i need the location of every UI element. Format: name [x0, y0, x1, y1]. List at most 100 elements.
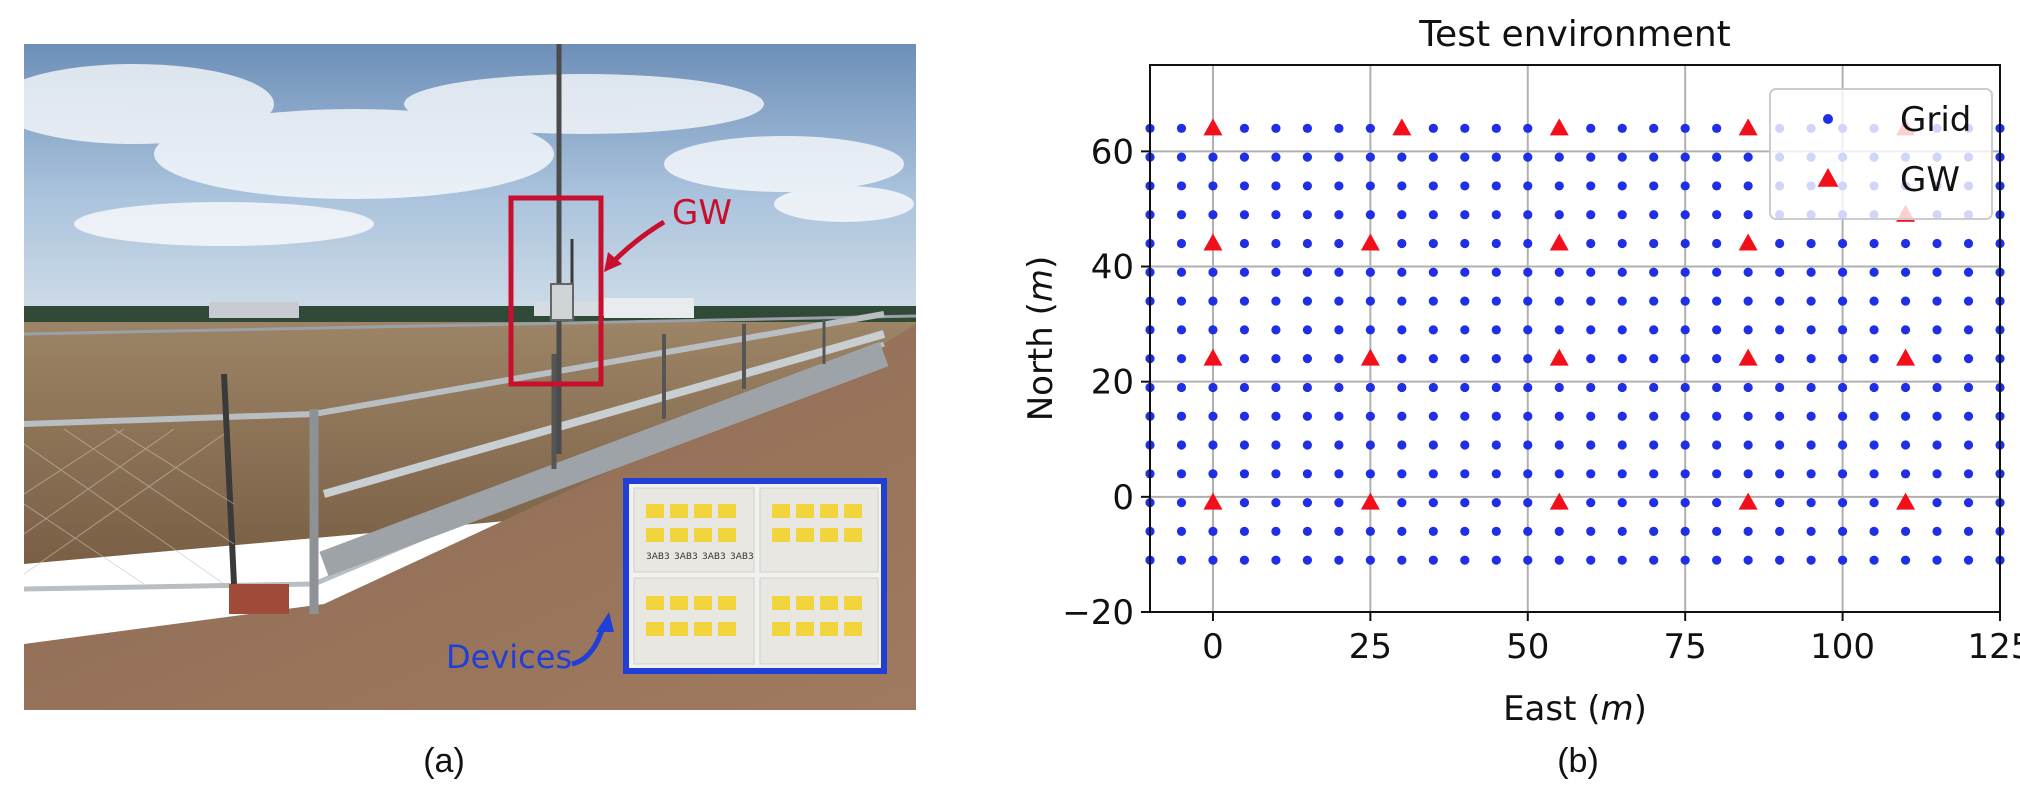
- grid-point: [1617, 498, 1627, 508]
- grid-point: [1554, 555, 1564, 565]
- grid-point: [1554, 526, 1564, 536]
- grid-point: [1460, 354, 1470, 364]
- gw-point: [1392, 118, 1412, 136]
- grid-point: [1586, 411, 1596, 421]
- test-environment-chart: 0 25 50 75 100 125 −20 0 20 40 60 Test environmen…: [990, 0, 2020, 740]
- grid-point: [1775, 440, 1785, 450]
- grid-point: [1523, 123, 1533, 133]
- y-tick-label: 60: [1091, 132, 1134, 172]
- grid-point: [1302, 469, 1313, 479]
- grid-point: [1869, 469, 1879, 479]
- device-tag: 3AB3: [674, 552, 698, 562]
- grid-point: [1271, 296, 1281, 306]
- grid-point: [1806, 267, 1816, 277]
- grid-point: [1239, 555, 1250, 565]
- grid-point: [1271, 354, 1281, 364]
- grid-point: [1239, 526, 1250, 536]
- grid-point: [1680, 210, 1690, 220]
- grid-point: [1712, 498, 1722, 508]
- grid-point: [1680, 296, 1690, 306]
- grid-point: [1523, 296, 1533, 306]
- grid-point: [1743, 440, 1753, 450]
- grid-point: [1837, 296, 1848, 306]
- grid-point: [1869, 526, 1879, 536]
- grid-point: [1649, 498, 1659, 508]
- grid-point: [1491, 498, 1501, 508]
- gw-point: [1203, 492, 1223, 510]
- grid-point: [1900, 526, 1911, 536]
- grid-point: [1397, 181, 1407, 191]
- grid-point: [1208, 267, 1218, 277]
- grid-point: [1963, 267, 1974, 277]
- grid-point: [1712, 267, 1722, 277]
- grid-point: [1554, 181, 1564, 191]
- grid-point: [1554, 210, 1564, 220]
- grid-point: [1680, 411, 1690, 421]
- grid-point: [1176, 152, 1187, 162]
- x-tick-label: 100: [1810, 627, 1875, 667]
- grid-point: [1365, 555, 1375, 565]
- grid-point: [1712, 382, 1722, 393]
- grid-point: [1775, 325, 1785, 335]
- grid-point: [1428, 354, 1438, 364]
- grid-point: [1523, 152, 1533, 162]
- grid-point: [1869, 296, 1879, 306]
- grid-point: [1460, 152, 1470, 162]
- grid-point: [1586, 210, 1596, 220]
- grid-point: [1586, 152, 1596, 162]
- grid-point: [1176, 469, 1187, 479]
- grid-point: [1428, 152, 1438, 162]
- grid-point: [1963, 296, 1974, 306]
- grid-point: [1680, 238, 1690, 249]
- grid-point: [1900, 325, 1911, 335]
- grid-point: [1712, 526, 1722, 536]
- grid-point: [1397, 152, 1407, 162]
- grid-point: [1460, 555, 1470, 565]
- grid-point: [1176, 238, 1187, 249]
- y-axis-unit: m: [1021, 269, 1061, 302]
- grid-point: [1239, 382, 1250, 393]
- grid-point: [1743, 469, 1753, 479]
- grid-point: [1900, 267, 1911, 277]
- grid-point: [1963, 555, 1974, 565]
- grid-point: [1491, 181, 1501, 191]
- grid-point: [1963, 238, 1974, 249]
- legend-grid-label: Grid: [1900, 100, 1971, 140]
- grid-point: [1586, 296, 1596, 306]
- grid-point: [1554, 469, 1564, 479]
- grid-point: [1743, 210, 1753, 220]
- grid-point: [1428, 181, 1438, 191]
- grid-point: [1712, 181, 1722, 191]
- grid-point: [1932, 526, 1942, 536]
- grid-point: [1617, 210, 1627, 220]
- grid-point: [1334, 181, 1344, 191]
- grid-point: [1712, 411, 1722, 421]
- grid-point: [1523, 354, 1533, 364]
- grid-point: [1617, 238, 1627, 249]
- device-tag: 3AB3: [702, 552, 726, 562]
- grid-point: [1397, 555, 1407, 565]
- grid-point: [1617, 382, 1627, 393]
- grid-point: [1302, 325, 1313, 335]
- grid-point: [1397, 411, 1407, 421]
- grid-point: [1649, 296, 1659, 306]
- grid-points: [1145, 123, 2005, 565]
- grid-point: [1900, 411, 1911, 421]
- grid-point: [1176, 526, 1187, 536]
- grid-point: [1743, 181, 1753, 191]
- grid-point: [1712, 238, 1722, 249]
- grid-point: [1649, 469, 1659, 479]
- grid-point: [1617, 267, 1627, 277]
- grid-point: [1239, 181, 1250, 191]
- grid-point: [1932, 238, 1942, 249]
- grid-point: [1302, 498, 1313, 508]
- grid-point: [1680, 498, 1690, 508]
- grid-point: [1460, 498, 1470, 508]
- grid-point: [1649, 181, 1659, 191]
- clouds: [0, 64, 914, 246]
- gw-point: [1203, 348, 1223, 366]
- x-tick-label: 50: [1506, 627, 1549, 667]
- grid-point: [1176, 267, 1187, 277]
- grid-point: [1932, 354, 1942, 364]
- grid-point: [1334, 411, 1344, 421]
